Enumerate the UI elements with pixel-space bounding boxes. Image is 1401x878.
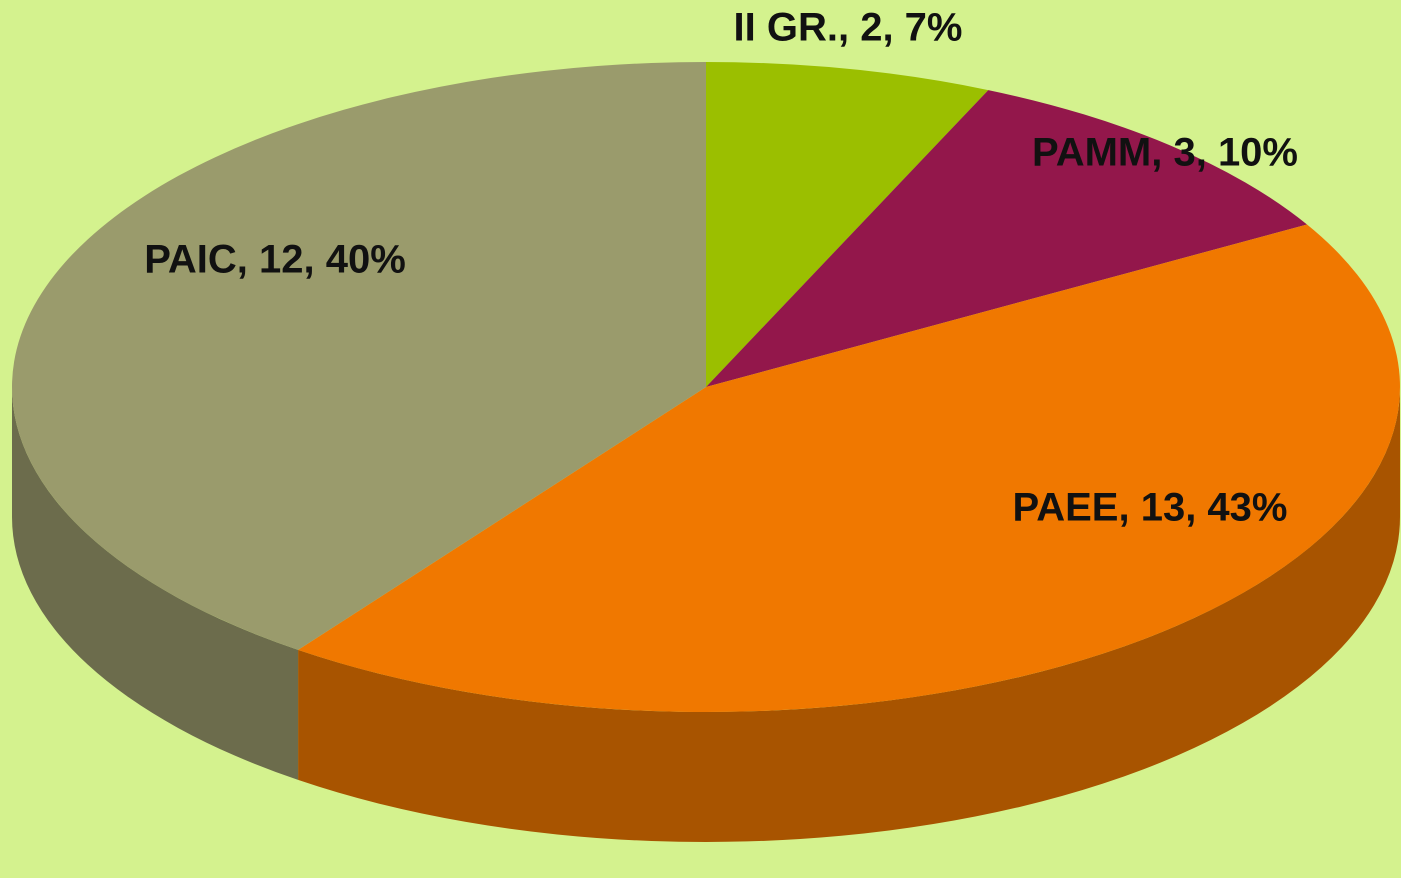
data-label: PAIC, 12, 40%: [144, 238, 406, 282]
slice-side: [298, 387, 1400, 843]
slice: [11, 62, 707, 650]
slice: [706, 90, 1308, 388]
data-label: II GR., 2, 7%: [734, 6, 963, 50]
slice: [706, 62, 989, 387]
pie-sides: [12, 387, 1400, 843]
slice: [298, 224, 1400, 712]
data-labels: II GR., 2, 7% PAMM, 3, 10% PAEE, 13, 43% PA…: [144, 6, 1298, 530]
pie-tops: [11, 62, 1400, 712]
data-label: PAEE, 13, 43%: [1013, 486, 1288, 530]
data-label: PAMM, 3, 10%: [1032, 131, 1298, 175]
slice-side: [12, 387, 299, 780]
